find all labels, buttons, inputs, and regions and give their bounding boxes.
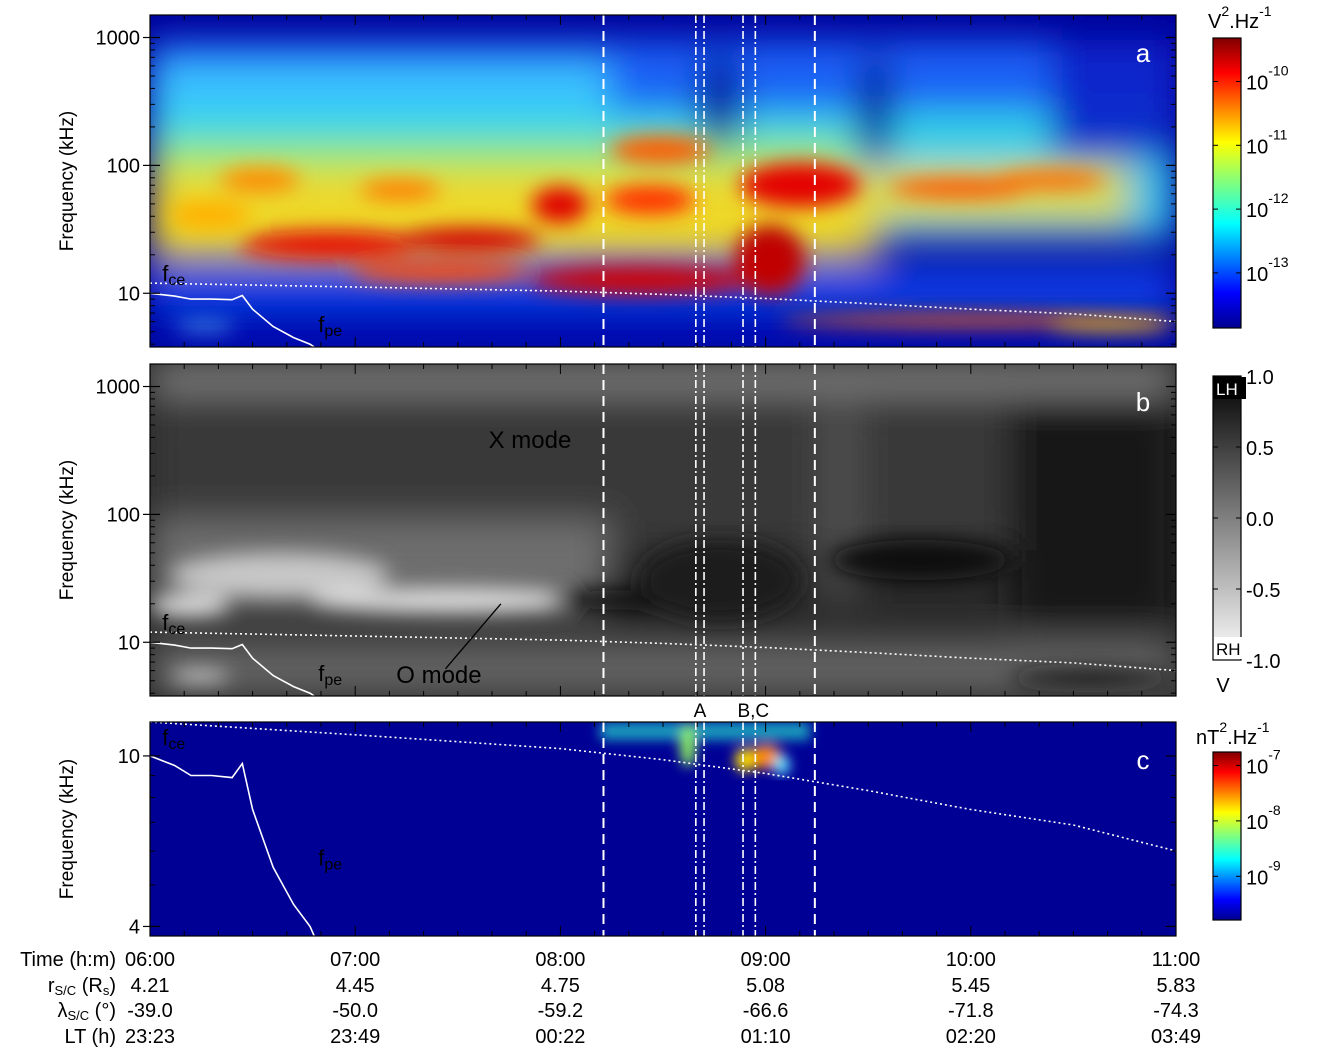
colorbar-unit: nT2.Hz-1	[1196, 719, 1270, 749]
ephemeris-row-label: rS/C (Rs)	[48, 975, 116, 998]
ephemeris-value: -59.2	[538, 1000, 584, 1022]
time-tick-label: 10:00	[946, 949, 996, 971]
fpe-curve	[150, 292, 315, 347]
ephemeris-value: 4.45	[336, 975, 375, 997]
ephemeris-value: 23:23	[125, 1026, 175, 1048]
colorbar-tick-label: 10-9	[1246, 857, 1281, 889]
y-tick-label: 4	[129, 916, 140, 938]
ephemeris-value: -66.6	[743, 1000, 789, 1022]
ephemeris-value: 4.75	[541, 975, 580, 997]
colorbar-bottom-label: RH	[1216, 640, 1241, 659]
y-tick-label: 1000	[96, 377, 141, 399]
colorbar-unit: V2.Hz-1	[1208, 3, 1272, 33]
colorbar-top-label: LH	[1216, 380, 1238, 399]
ephemeris-value: -71.8	[948, 1000, 994, 1022]
ephemeris-value: -74.3	[1153, 1000, 1199, 1022]
panel-c-magnetic-spectrogram-image	[150, 722, 1176, 936]
annotation-o-mode: O mode	[396, 662, 481, 689]
event-label: A	[694, 701, 707, 722]
y-axis-label: Frequency (kHz)	[57, 111, 78, 251]
ephemeris-table: Time (h:m) 06:00 07:00 08:00 09:00 10:00 11:00…	[20, 949, 1201, 1048]
ephemeris-row-label: LT (h)	[65, 1026, 117, 1048]
fce-curve	[150, 722, 1176, 852]
colorbar-tick-label: 10-10	[1246, 63, 1289, 95]
panel-b-polarization-image	[150, 364, 1176, 696]
ephemeris-value: 23:49	[330, 1026, 380, 1048]
panel-b: X mode O mode fce fpe 10 100 1000 Frequency (kH…	[57, 363, 1280, 697]
ephemeris-value: 5.08	[746, 975, 785, 997]
time-tick-label: 09:00	[741, 949, 791, 971]
annotation-fpe: fpe	[318, 846, 342, 874]
panel-letter: c	[1137, 745, 1150, 775]
colorbar-a: 10-10 10-11 10-12 10-13 V2.Hz-1	[1208, 3, 1289, 329]
colorbar-tick-label: 0.5	[1246, 438, 1274, 460]
y-tick-label: 10	[118, 746, 140, 768]
y-axis-label: Frequency (kHz)	[57, 460, 78, 600]
time-axis-label: Time (h:m)	[20, 949, 116, 971]
event-label: B,C	[737, 701, 769, 722]
colorbar-tick-label: 10-7	[1246, 746, 1281, 778]
ephemeris-value: 4.21	[131, 975, 170, 997]
annotation-fce: fce	[162, 725, 185, 753]
ephemeris-value: 5.83	[1157, 975, 1196, 997]
colorbar-unit: V	[1216, 675, 1230, 697]
y-tick-label: 100	[107, 504, 140, 526]
y-tick-label: 10	[118, 283, 140, 305]
o-mode-pointer-line	[444, 603, 502, 670]
colorbar-tick-label: 1.0	[1246, 367, 1274, 389]
colorbar-tick-label: 10-8	[1246, 802, 1281, 834]
ephemeris-value: 01:10	[741, 1026, 791, 1048]
panel-a-spectrogram-image	[150, 15, 1176, 347]
panel-c: fce fpe 4 10 Frequency (kHz) c 10-7 10-8 10-9 nT2…	[57, 719, 1281, 938]
time-tick-label: 08:00	[535, 949, 585, 971]
annotation-x-mode: X mode	[489, 427, 572, 454]
colorbar-scale	[1212, 751, 1242, 921]
colorbar-scale	[1212, 37, 1242, 329]
ephemeris-value: 03:49	[1151, 1026, 1201, 1048]
colorbar-tick-label: -1.0	[1246, 651, 1280, 673]
annotation-fpe: fpe	[318, 661, 342, 689]
ephemeris-value: 5.45	[951, 975, 990, 997]
ephemeris-value: 02:20	[946, 1026, 996, 1048]
annotation-fce: fce	[162, 610, 185, 638]
colorbar-tick-label: -0.5	[1246, 580, 1280, 602]
ephemeris-row-label: λS/C (°)	[57, 1000, 116, 1023]
colorbar-tick-label: 0.0	[1246, 509, 1274, 531]
fpe-curve	[150, 641, 315, 696]
time-tick-label: 11:00	[1152, 949, 1201, 971]
fpe-curve	[150, 755, 315, 936]
y-tick-label: 100	[107, 155, 140, 177]
panel-letter: a	[1136, 38, 1151, 68]
annotation-fpe: fpe	[318, 312, 342, 340]
ephemeris-value: 00:22	[535, 1026, 585, 1048]
ephemeris-value: -39.0	[127, 1000, 173, 1022]
y-tick-label: 10	[118, 632, 140, 654]
annotation-fce: fce	[162, 261, 185, 289]
colorbar-tick-label: 10-12	[1246, 190, 1289, 222]
colorbar-c: 10-7 10-8 10-9 nT2.Hz-1	[1196, 719, 1281, 921]
time-tick-label: 06:00	[125, 949, 175, 971]
panel-letter: b	[1136, 387, 1150, 417]
y-axis-label: Frequency (kHz)	[57, 759, 78, 899]
y-tick-label: 1000	[96, 28, 141, 50]
colorbar-b: 1.0 0.5 0.0 -0.5 -1.0 V LH RH	[1212, 367, 1280, 697]
time-tick-label: 07:00	[330, 949, 380, 971]
colorbar-tick-label: 10-13	[1246, 254, 1289, 286]
fce-curve	[150, 282, 1176, 323]
colorbar-tick-label: 10-11	[1246, 126, 1288, 158]
fce-curve	[150, 631, 1176, 672]
ephemeris-value: -50.0	[332, 1000, 378, 1022]
